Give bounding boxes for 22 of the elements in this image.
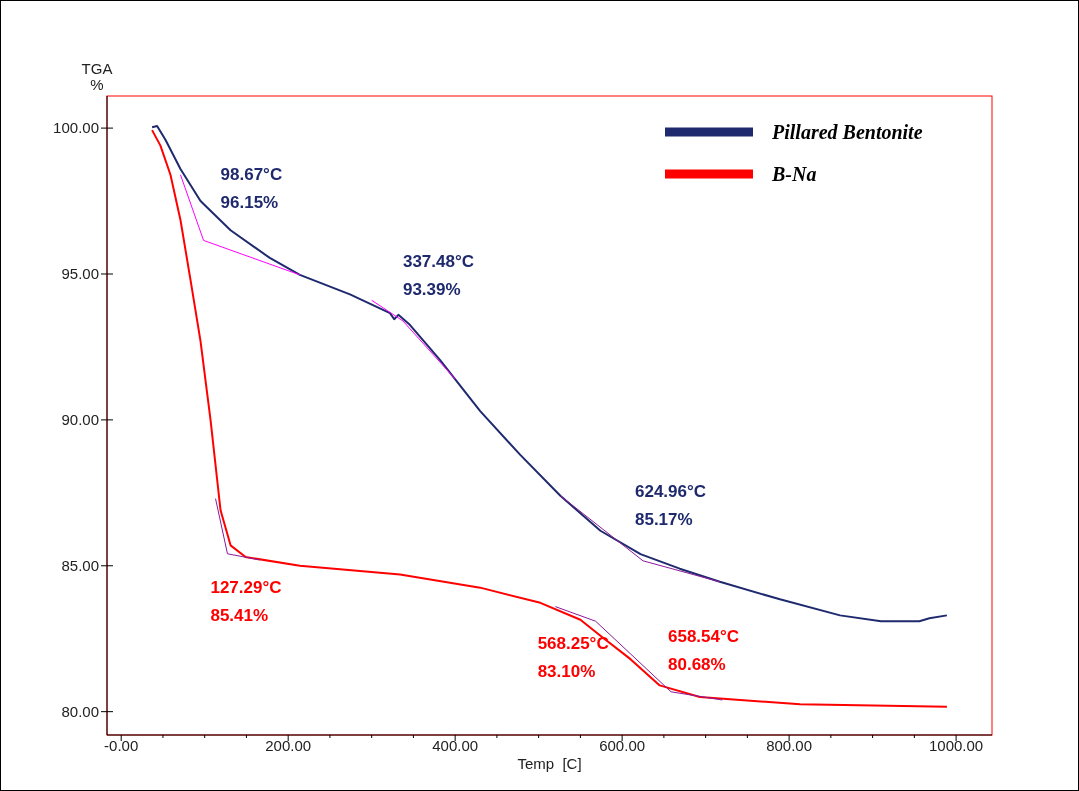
annotation: 624.96°C 85.17% <box>634 481 707 529</box>
y-tick-label: 100.00 <box>53 119 99 137</box>
annotation: 337.48°C 93.39% <box>402 251 475 299</box>
annotation: 98.67°C 96.15% <box>220 165 283 213</box>
x-tick-label: 1000.00 <box>928 737 984 754</box>
x-tick-label: 600.00 <box>599 737 646 754</box>
y-tick-label: 85.00 <box>61 557 99 575</box>
y-axis-title: TGA % <box>81 60 113 93</box>
y-tick-label: 95.00 <box>61 265 99 283</box>
x-tick-label: -0.00 <box>104 737 139 754</box>
x-tick-label: 200.00 <box>265 737 312 754</box>
y-tick-label: 90.00 <box>61 411 99 429</box>
legend-label: Pillared Bentonite <box>771 121 923 143</box>
x-tick-label: 400.00 <box>432 737 479 754</box>
annotation: 127.29°C 85.41% <box>210 577 282 625</box>
annotation: 658.54°C 80.68% <box>668 626 740 674</box>
line-series <box>151 125 948 623</box>
x-axis-title: Temp [C] <box>517 755 582 772</box>
annotation: 568.25°C 83.10% <box>537 634 609 682</box>
legend-label: B-Na <box>771 163 817 185</box>
x-tick-label: 800.00 <box>766 737 813 754</box>
y-tick-label: 80.00 <box>61 702 99 720</box>
